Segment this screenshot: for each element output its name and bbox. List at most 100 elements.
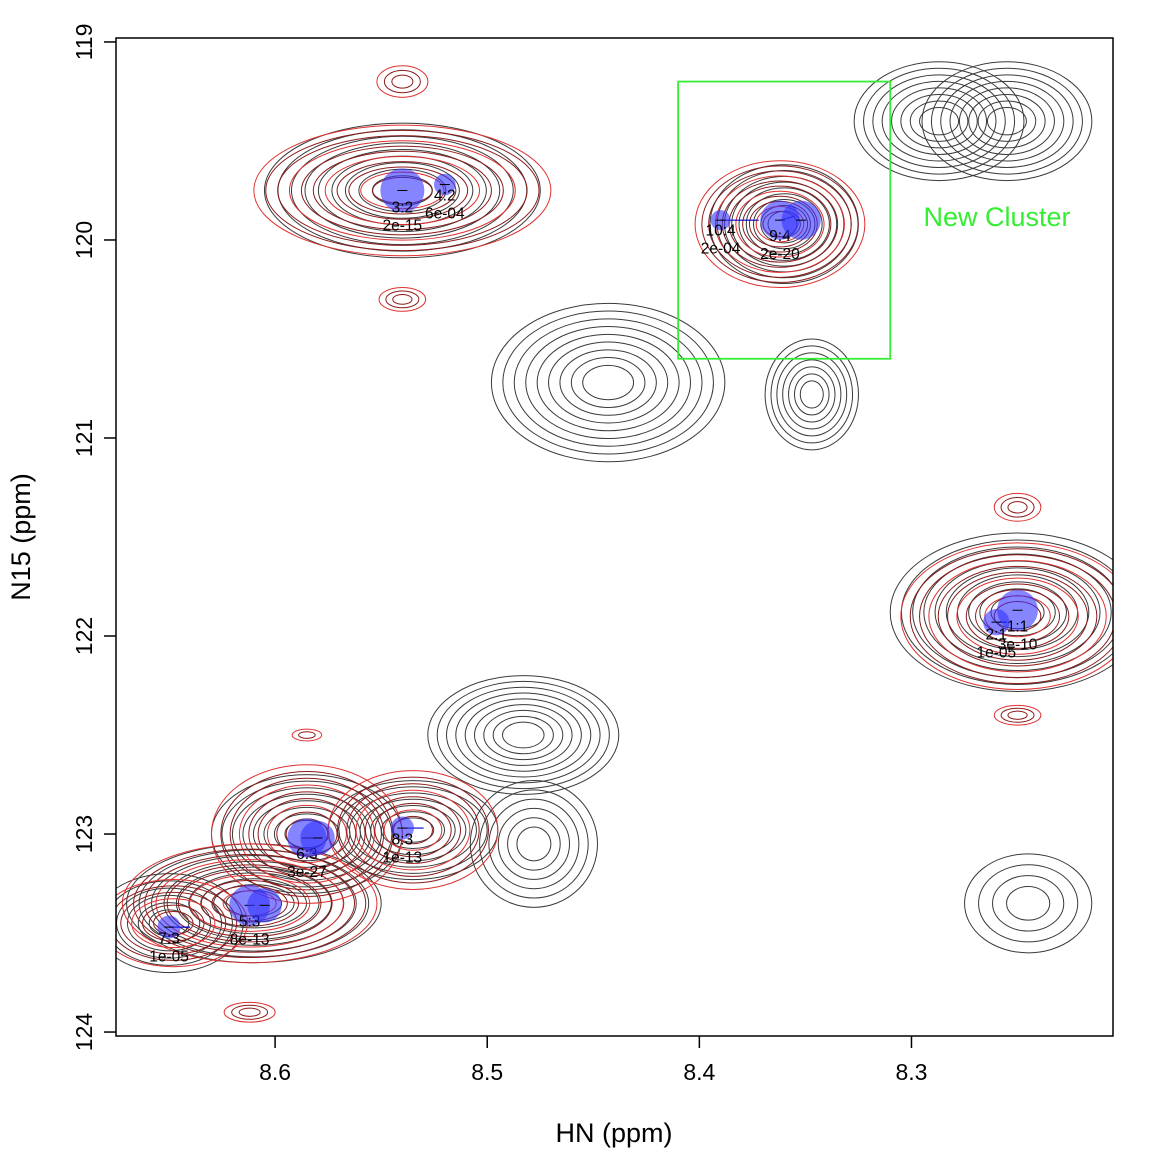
contour-reference-9-3: [1006, 886, 1051, 921]
y-axis-label: N15 (ppm): [6, 473, 36, 601]
cluster-box-layer: New Cluster: [677, 80, 1071, 360]
contour-reference-7-4: [464, 698, 582, 772]
contour-reference-3-7: [986, 106, 1027, 136]
contour-sample-21-4: [248, 791, 366, 877]
contour-sample-18-0: [900, 542, 1113, 690]
contour-sample-25-2: [238, 1007, 261, 1017]
contour-sample-17-1: [701, 165, 859, 283]
contour-reference-4-7: [570, 357, 646, 409]
peak-label-6: 2:1: [986, 626, 1008, 643]
contour-sample-26-1: [298, 731, 316, 739]
contour-sample-26-0: [291, 728, 323, 742]
contour-reference-12-1: [338, 786, 488, 874]
contour-sample-23-3: [355, 789, 471, 871]
contour-reference-5-2: [776, 352, 848, 437]
contour-reference-6-0: [889, 532, 1113, 692]
contour-reference-2-4: [891, 87, 988, 155]
contour-reference-2-0: [853, 61, 1025, 182]
contour-reference-1-3: [731, 181, 838, 267]
contour-reference-4-6: [559, 349, 657, 416]
contour-sample-22-3: [155, 859, 344, 948]
contour-sample-20-1: [1000, 707, 1035, 723]
contour-reference-0-0: [263, 122, 541, 259]
peak-label-11: 8:3: [392, 831, 414, 848]
contour-sample-17-6: [735, 190, 825, 258]
contour-reference-3-5: [968, 93, 1046, 149]
contour-reference-7-8: [501, 721, 545, 749]
contour-sample-21-2: [229, 777, 385, 891]
peak-label-1: 4:2: [434, 187, 456, 204]
contour-reference-8-3: [497, 807, 570, 880]
peak-pvalue-3: 2e-20: [760, 246, 800, 263]
contour-sample-24-2: [120, 891, 227, 955]
peak-pvalue-7: 3e-27: [287, 864, 327, 881]
contour-sample-22-0: [121, 843, 378, 964]
contour-reference-11-1: [221, 780, 393, 888]
contour-sample-23-4: [364, 796, 461, 864]
contour-reference-3-3: [949, 80, 1065, 162]
contour-sample-14-2: [277, 135, 528, 246]
contour-reference-6-3: [923, 553, 1112, 672]
contour-sample-23-2: [346, 783, 480, 877]
contour-sample-24-4: [142, 904, 205, 942]
contour-sample-17-2: [708, 170, 852, 278]
contour-sample-19-0: [993, 492, 1042, 522]
contour-reference-5-1: [770, 345, 854, 444]
contour-reference-7-0: [427, 675, 620, 795]
contour-sample-23-6: [383, 809, 443, 851]
contour-reference-7-3: [455, 692, 592, 778]
contour-reference-2-6: [909, 100, 969, 142]
contour-reference-12-3: [359, 798, 467, 862]
y-tick-label-1: 120: [71, 221, 97, 259]
axes-layer: 8.6 8.5 8.4 8.3 119 120 121 122 123 124: [71, 24, 927, 1085]
contour-reference-1-4: [738, 187, 830, 261]
plot-frame: [115, 37, 1114, 1037]
contour-reference-2-2: [872, 74, 1006, 168]
x-tick-label-1: 8.5: [471, 1059, 503, 1085]
contour-sample-14-5: [312, 150, 492, 231]
annotation-0: New Cluster: [924, 202, 1071, 232]
contour-reference-13-4: [137, 902, 201, 945]
contour-reference-6-8: [979, 588, 1056, 637]
contour-reference-4-5: [548, 341, 669, 424]
contour-reference-12-5: [380, 811, 445, 849]
contour-sample-18-6: [956, 577, 1079, 655]
contour-reference-8-1: [479, 789, 589, 899]
contour-reference-7-6: [483, 709, 564, 761]
contour-reference-9-0: [964, 853, 1093, 954]
peak-pvalue-0: 2e-15: [383, 218, 423, 235]
contour-sample-14-8: [348, 166, 457, 215]
contour-reference-4-8: [582, 364, 635, 401]
contour-sample-17-0: [694, 160, 866, 289]
contour-reference-2-7: [919, 106, 960, 136]
contour-sample-18-1: [909, 548, 1113, 685]
contour-reference-3-4: [958, 87, 1055, 155]
contour-sample-18-5: [947, 571, 1089, 661]
contour-sample-25-0: [223, 1001, 276, 1023]
contour-sample-19-2: [1007, 501, 1028, 514]
x-tick-label-0: 8.6: [259, 1059, 291, 1085]
contour-reference-7-5: [473, 704, 573, 766]
contour-reference-4-3: [525, 326, 692, 440]
contour-reference-0-4: [317, 148, 487, 232]
contour-reference-5-5: [793, 373, 830, 416]
contour-sample-18-4: [937, 565, 1098, 667]
peak-label-12: 7:3: [158, 930, 180, 947]
contour-reference-4-2: [513, 318, 703, 447]
contour-reference-9-2: [992, 875, 1065, 932]
contour-sample-20-2: [1007, 710, 1028, 720]
contour-sample-24-3: [131, 898, 216, 949]
contour-reference-5-4: [788, 366, 836, 423]
contour-sample-18-7: [965, 583, 1070, 649]
contour-reference-4-4: [536, 333, 680, 432]
contour-reference-4-1: [502, 310, 714, 455]
x-tick-label-3: 8.3: [895, 1059, 927, 1085]
contour-sample-24-1: [116, 885, 238, 961]
contour-reference-3-0: [921, 61, 1093, 182]
contour-sample-15-1: [383, 69, 421, 94]
contour-reference-2-3: [881, 80, 997, 162]
contour-sample-14-7: [336, 161, 469, 220]
y-tick-label-0: 119: [71, 24, 97, 61]
contour-sample-16-0: [378, 286, 427, 312]
contour-reference-9-1: [978, 864, 1079, 943]
